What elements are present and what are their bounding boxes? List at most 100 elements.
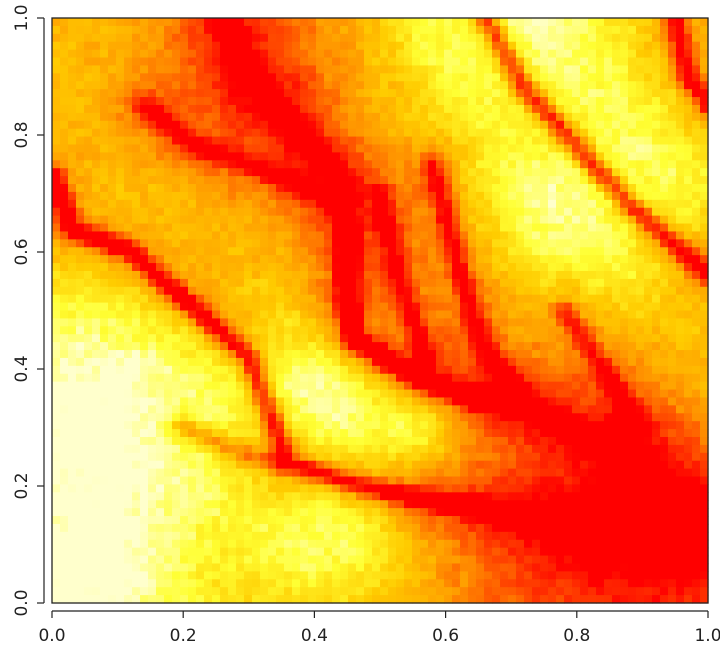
heatmap-cell <box>316 41 325 51</box>
heatmap-cell <box>68 389 77 399</box>
heatmap-cell <box>548 397 557 406</box>
heatmap-cell <box>92 112 101 122</box>
heatmap-cell <box>556 215 565 225</box>
heatmap-cell <box>532 49 541 59</box>
heatmap-cell <box>228 571 237 580</box>
heatmap-cell <box>388 184 397 193</box>
heatmap-cell <box>516 381 525 391</box>
heatmap-cell <box>396 152 405 161</box>
heatmap-cell <box>420 104 429 114</box>
heatmap-cell <box>268 25 277 35</box>
heatmap-cell <box>212 444 221 454</box>
heatmap-cell <box>588 191 597 201</box>
heatmap-cell <box>84 571 93 580</box>
heatmap-cell <box>220 112 229 122</box>
heatmap-cell <box>292 563 301 572</box>
heatmap-cell <box>492 334 501 343</box>
heatmap-cell <box>364 365 373 375</box>
heatmap-cell <box>292 294 301 304</box>
heatmap-cell <box>420 57 429 67</box>
heatmap-cell <box>108 176 117 185</box>
heatmap-cell <box>540 547 549 557</box>
heatmap-cell <box>572 81 581 90</box>
heatmap-cell <box>172 389 181 399</box>
heatmap-cell <box>500 563 509 572</box>
heatmap-cell <box>268 429 277 438</box>
heatmap-cell <box>132 516 141 525</box>
heatmap-cell <box>252 89 261 98</box>
heatmap-cell <box>580 231 589 240</box>
heatmap-cell <box>276 239 285 248</box>
heatmap-cell <box>292 476 301 486</box>
heatmap-cell <box>196 460 205 470</box>
heatmap-cell <box>556 452 565 462</box>
heatmap-cell <box>276 136 285 146</box>
heatmap-cell <box>196 65 205 74</box>
heatmap-cell <box>100 81 109 90</box>
heatmap-cell <box>52 373 61 383</box>
heatmap-cell <box>100 357 109 367</box>
heatmap-cell <box>508 128 517 138</box>
heatmap-cell <box>540 389 549 399</box>
heatmap-cell <box>428 476 437 486</box>
heatmap-cell <box>100 223 109 233</box>
heatmap-cell <box>84 318 93 327</box>
heatmap-cell <box>204 176 213 185</box>
heatmap-cell <box>260 97 269 106</box>
heatmap-cell <box>508 484 517 493</box>
heatmap-cell <box>204 104 213 114</box>
heatmap-cell <box>404 104 413 114</box>
heatmap-cell <box>556 373 565 383</box>
heatmap-cell <box>356 310 365 320</box>
heatmap-cell <box>100 207 109 217</box>
heatmap-cell <box>252 120 261 130</box>
heatmap-cell <box>284 444 293 454</box>
heatmap-cell <box>460 500 469 509</box>
heatmap-cell <box>580 421 589 430</box>
heatmap-cell <box>396 587 405 596</box>
heatmap-cell <box>444 223 453 233</box>
heatmap-cell <box>412 112 421 122</box>
heatmap-cell <box>68 223 77 233</box>
heatmap-cell <box>172 342 181 351</box>
heatmap-cell <box>212 97 221 106</box>
heatmap-cell <box>68 350 77 359</box>
heatmap-cell <box>324 191 333 201</box>
heatmap-cell <box>396 595 405 604</box>
heatmap-cell <box>52 104 61 114</box>
heatmap-cell <box>556 326 565 335</box>
heatmap-cell <box>324 571 333 580</box>
heatmap-cell <box>188 334 197 343</box>
heatmap-cell <box>580 350 589 359</box>
heatmap-cell <box>252 191 261 201</box>
heatmap-cell <box>180 199 189 209</box>
heatmap-cell <box>148 18 157 27</box>
heatmap-cell <box>468 120 477 130</box>
heatmap-cell <box>420 65 429 74</box>
heatmap-cell <box>84 231 93 240</box>
heatmap-cell <box>460 492 469 501</box>
heatmap-cell <box>276 223 285 233</box>
heatmap-cell <box>468 444 477 454</box>
heatmap-cell <box>268 89 277 98</box>
heatmap-cell <box>428 563 437 572</box>
heatmap-cell <box>452 342 461 351</box>
heatmap-cell <box>132 413 141 422</box>
heatmap-cell <box>284 152 293 161</box>
heatmap-cell <box>516 326 525 335</box>
heatmap-cell <box>316 429 325 438</box>
heatmap-cell <box>220 334 229 343</box>
heatmap-cell <box>196 294 205 304</box>
heatmap-cell <box>164 223 173 233</box>
heatmap-cell <box>340 207 349 217</box>
heatmap-cell <box>484 144 493 153</box>
heatmap-cell <box>388 492 397 501</box>
heatmap-cell <box>548 33 557 43</box>
heatmap-cell <box>188 539 197 549</box>
heatmap-cell <box>124 500 133 509</box>
heatmap-cell <box>364 168 373 177</box>
heatmap-cell <box>84 184 93 193</box>
heatmap-cell <box>388 571 397 580</box>
heatmap-cell <box>52 294 61 304</box>
heatmap-cell <box>76 579 85 588</box>
